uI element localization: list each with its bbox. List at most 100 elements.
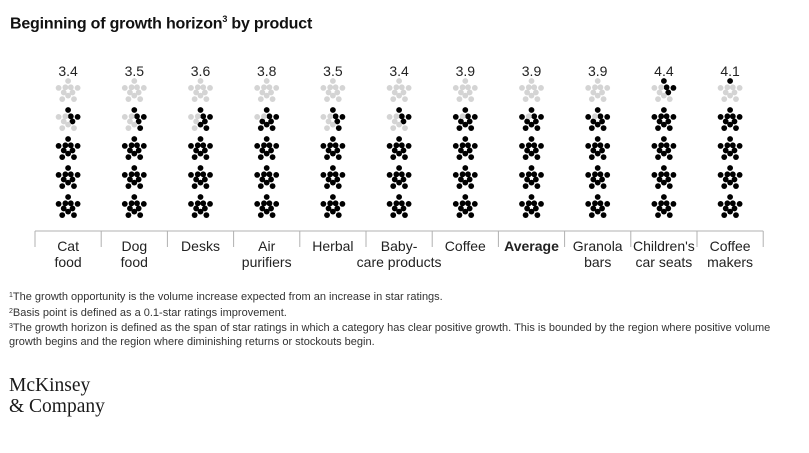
star-dot bbox=[405, 201, 412, 207]
star-dot bbox=[330, 179, 336, 186]
star-dot bbox=[733, 125, 739, 131]
star-dot bbox=[330, 92, 336, 99]
star-dot bbox=[531, 200, 538, 207]
star-dot bbox=[201, 147, 208, 154]
star-dot bbox=[462, 136, 469, 142]
star-dot bbox=[332, 142, 339, 149]
star-dot bbox=[594, 165, 601, 171]
logo-line-1: McKinsey bbox=[9, 375, 91, 396]
category-label: Dog bbox=[121, 238, 147, 254]
star-dot bbox=[661, 78, 667, 84]
star-dot bbox=[71, 183, 77, 189]
star-dot bbox=[666, 212, 673, 218]
star-dot bbox=[197, 150, 204, 157]
star-dot bbox=[471, 201, 478, 207]
star-dot bbox=[330, 194, 336, 200]
star-dot bbox=[398, 84, 405, 91]
star-dot bbox=[393, 171, 400, 178]
star-dot bbox=[128, 171, 135, 178]
star-dot bbox=[131, 179, 138, 186]
star-dot bbox=[386, 172, 393, 178]
star-dot bbox=[721, 125, 728, 131]
star-dot bbox=[727, 194, 733, 200]
star-dot bbox=[661, 92, 667, 99]
star-dot bbox=[200, 142, 207, 149]
star-dot bbox=[459, 200, 466, 207]
star-dot bbox=[393, 84, 400, 91]
star-dot bbox=[727, 150, 733, 157]
star-dot bbox=[194, 142, 201, 149]
star-dot bbox=[592, 171, 598, 178]
star-dot bbox=[320, 201, 327, 207]
star-dot bbox=[71, 125, 77, 131]
star-dot bbox=[733, 96, 739, 102]
star-dot bbox=[528, 136, 535, 142]
star-dot bbox=[528, 194, 535, 200]
star-dot bbox=[402, 212, 408, 218]
star-dot bbox=[736, 172, 743, 178]
star-dot bbox=[128, 200, 135, 207]
star-dot bbox=[128, 142, 135, 149]
star-dot bbox=[324, 183, 330, 189]
star-dot bbox=[405, 172, 412, 178]
star-dot bbox=[67, 113, 74, 120]
star-dot bbox=[135, 176, 142, 183]
star-dot bbox=[201, 205, 208, 212]
star-dot bbox=[456, 154, 463, 160]
star-dot bbox=[651, 172, 658, 178]
category-label-line2: makers bbox=[707, 254, 753, 270]
star-dot bbox=[599, 176, 605, 183]
category-label: Average bbox=[504, 238, 559, 254]
star-dot bbox=[731, 176, 738, 183]
star-dot bbox=[128, 84, 135, 91]
star-dot bbox=[273, 201, 280, 207]
star-dot bbox=[339, 85, 346, 91]
star-dot bbox=[273, 172, 280, 178]
star-dot bbox=[69, 147, 76, 154]
star-dot bbox=[604, 143, 611, 149]
star-dot bbox=[391, 205, 398, 212]
star-dot bbox=[656, 176, 663, 183]
star-dot bbox=[733, 183, 739, 189]
star-dot bbox=[663, 200, 670, 207]
title-text: Beginning of growth horizon bbox=[10, 15, 223, 33]
category-label: Granola bbox=[573, 238, 623, 254]
star-dot bbox=[59, 212, 66, 218]
star-dot bbox=[391, 118, 398, 125]
star-dot bbox=[325, 147, 332, 154]
star-dot bbox=[724, 142, 731, 149]
star-dot bbox=[471, 114, 478, 120]
value-label: 3.9 bbox=[522, 63, 542, 79]
star-dot bbox=[585, 85, 592, 91]
star-dot bbox=[121, 114, 128, 120]
star-dot bbox=[393, 113, 400, 120]
star-dot bbox=[197, 136, 204, 142]
category-label: Children's bbox=[633, 238, 695, 254]
star-dot bbox=[663, 171, 670, 178]
category-label: Baby- bbox=[381, 238, 418, 254]
star-dot bbox=[193, 176, 200, 183]
star-dot bbox=[125, 154, 132, 160]
star-dot bbox=[398, 113, 405, 120]
star-dot bbox=[137, 183, 144, 189]
star-dot bbox=[261, 113, 267, 120]
star-dot bbox=[661, 121, 667, 128]
star-dot bbox=[197, 194, 204, 200]
star-dot bbox=[254, 143, 261, 149]
star-dot bbox=[69, 118, 76, 125]
value-label: 3.8 bbox=[257, 63, 277, 79]
star-dot bbox=[339, 114, 346, 120]
star-dot bbox=[131, 208, 138, 215]
star-dot bbox=[532, 89, 539, 96]
star-dot bbox=[466, 205, 473, 212]
star-dot bbox=[532, 147, 539, 154]
star-dot bbox=[462, 107, 469, 113]
star-dot bbox=[325, 89, 332, 96]
star-dot bbox=[188, 172, 194, 178]
star-dot bbox=[655, 212, 661, 218]
star-dot bbox=[402, 96, 408, 102]
star-dot bbox=[200, 113, 207, 120]
star-dot bbox=[592, 200, 598, 207]
star-dot bbox=[717, 143, 724, 149]
star-dot bbox=[471, 172, 478, 178]
